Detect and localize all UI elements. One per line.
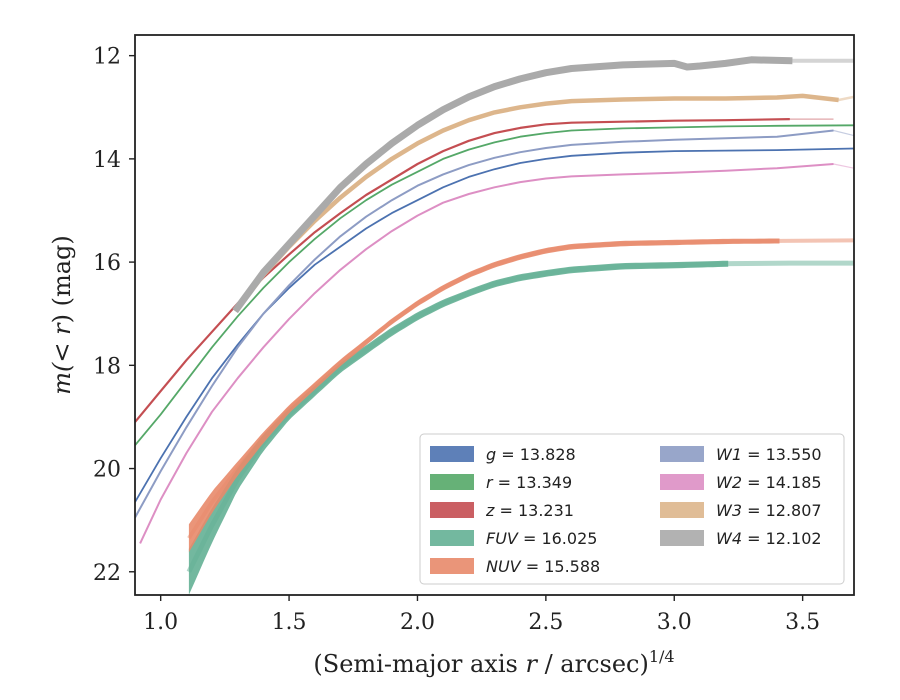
legend-swatch-NUV [430, 558, 474, 574]
x-tick-label: 3.5 [785, 610, 820, 635]
y-tick-label: 14 [93, 148, 121, 173]
series-line-z [135, 118, 790, 423]
legend-swatch-r [430, 474, 474, 490]
legend-label-W4: W4 = 12.102 [716, 529, 822, 548]
x-tick-label: 1.5 [272, 610, 307, 635]
y-axis-label: m(< r) (mag) [48, 235, 76, 395]
y-tick-label: 16 [93, 251, 121, 276]
legend-label-NUV: NUV = 15.588 [486, 557, 600, 576]
legend-label-g: g = 13.828 [486, 445, 576, 464]
legend-swatch-z [430, 502, 474, 518]
legend-swatch-g [430, 446, 474, 462]
legend-box [419, 433, 845, 585]
series-layer [135, 56, 854, 595]
y-tick-label: 18 [93, 354, 121, 379]
series-line-W3 [235, 93, 839, 310]
x-tick-label: 3.0 [657, 610, 692, 635]
legend-label-z: z = 13.231 [485, 501, 574, 520]
series-band-NUV [188, 238, 780, 553]
plot-frame [134, 34, 855, 596]
legend-swatch-W2 [660, 474, 704, 490]
x-tick-label: 1.0 [143, 610, 178, 635]
legend-swatch-W1 [660, 446, 704, 462]
x-axis-label: (Semi-major axis r / arcsec)1/4 [313, 647, 674, 678]
series-line-W1 [135, 129, 834, 519]
x-tick-label: 2.5 [528, 610, 563, 635]
y-tick-label: 22 [93, 561, 121, 586]
series-line-g [135, 147, 854, 503]
legend: g = 13.828 r = 13.349 z = 13.231 FUV = 16.0… [419, 433, 845, 585]
legend-label-W3: W3 = 12.807 [716, 501, 822, 520]
series-line-W2 [139, 163, 834, 544]
x-axis-ticks: 1.0 1.5 2.0 2.5 3.0 3.5 [143, 595, 820, 635]
y-tick-label: 12 [93, 45, 121, 70]
legend-swatch-W3 [660, 502, 704, 518]
x-tick-label: 2.0 [400, 610, 435, 635]
legend-label-FUV: FUV = 16.025 [486, 529, 597, 548]
legend-swatch-W4 [660, 530, 704, 546]
legend-label-r: r = 13.349 [486, 473, 572, 492]
legend-label-W1: W1 = 13.550 [716, 445, 822, 464]
series-line-W4 [232, 56, 793, 314]
y-axis-ticks: 12 14 16 18 20 22 [93, 45, 135, 586]
legend-label-W2: W2 = 14.185 [716, 473, 822, 492]
y-tick-label: 20 [93, 458, 121, 483]
series-line-r [135, 124, 854, 446]
legend-swatch-FUV [430, 530, 474, 546]
